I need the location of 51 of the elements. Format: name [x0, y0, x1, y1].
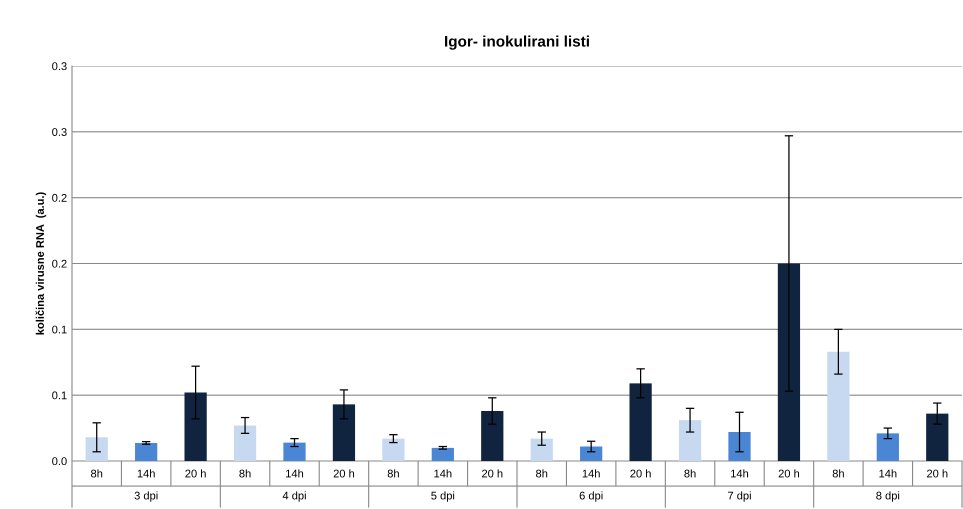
y-axis-title: količina virusne RNA (a.u.) [36, 192, 46, 334]
y-tick-label: 0.0 [52, 457, 67, 466]
x-tick-label: 8h [91, 469, 102, 478]
bar [184, 392, 207, 461]
chart-title: Igor- inokulirani listi [445, 35, 589, 50]
y-tick-label: 0.2 [52, 260, 67, 268]
bar [332, 404, 356, 461]
bar [135, 442, 158, 461]
bar [629, 383, 652, 461]
y-tick-label: 0.2 [52, 194, 67, 202]
y-tick-label: 0.3 [52, 62, 67, 70]
x-tick-label: 8h [536, 469, 548, 478]
text: 3 dpi [134, 491, 158, 502]
x-tick-label: 8h [832, 469, 844, 478]
y-tick-label: 0.3 [52, 128, 67, 136]
text: 5 dpi [431, 491, 454, 502]
bar [382, 438, 405, 461]
y-tick-label: 0.1 [52, 391, 67, 400]
x-tick-label: 20 h [778, 469, 800, 478]
bar [234, 425, 256, 461]
text: 6 dpi [580, 491, 602, 502]
x-tick-label: 14h [286, 469, 304, 478]
x-tick-label: 20 h [927, 469, 948, 478]
x-tick-label: 8h [684, 469, 696, 478]
x-tick-label: 14h [731, 469, 748, 478]
bar [827, 352, 850, 461]
x-tick-label: 20 h [630, 469, 651, 478]
bar [530, 438, 553, 461]
bar [283, 442, 306, 461]
bar [481, 410, 504, 461]
x-tick-label: 14h [434, 469, 452, 478]
bar [926, 414, 948, 461]
text: 4 dpi [282, 491, 306, 502]
bar [86, 437, 108, 461]
bar [580, 446, 602, 461]
x-tick-label: 20 h [185, 469, 206, 478]
bar [876, 433, 899, 461]
bar [778, 264, 800, 461]
bar [432, 448, 454, 461]
x-tick-label: 20 h [482, 469, 502, 478]
x-tick-label: 14h [582, 469, 600, 478]
text: 7 dpi [728, 491, 751, 502]
x-tick-label: 14h [879, 469, 896, 478]
x-tick-label: 8h [239, 469, 251, 478]
bar [678, 420, 702, 461]
bar [728, 432, 751, 461]
x-tick-label: 20 h [334, 469, 354, 478]
x-tick-label: 8h [388, 469, 399, 478]
x-tick-label: 14h [138, 469, 155, 478]
y-tick-label: 0.1 [52, 326, 67, 334]
text: 8 dpi [876, 491, 900, 502]
